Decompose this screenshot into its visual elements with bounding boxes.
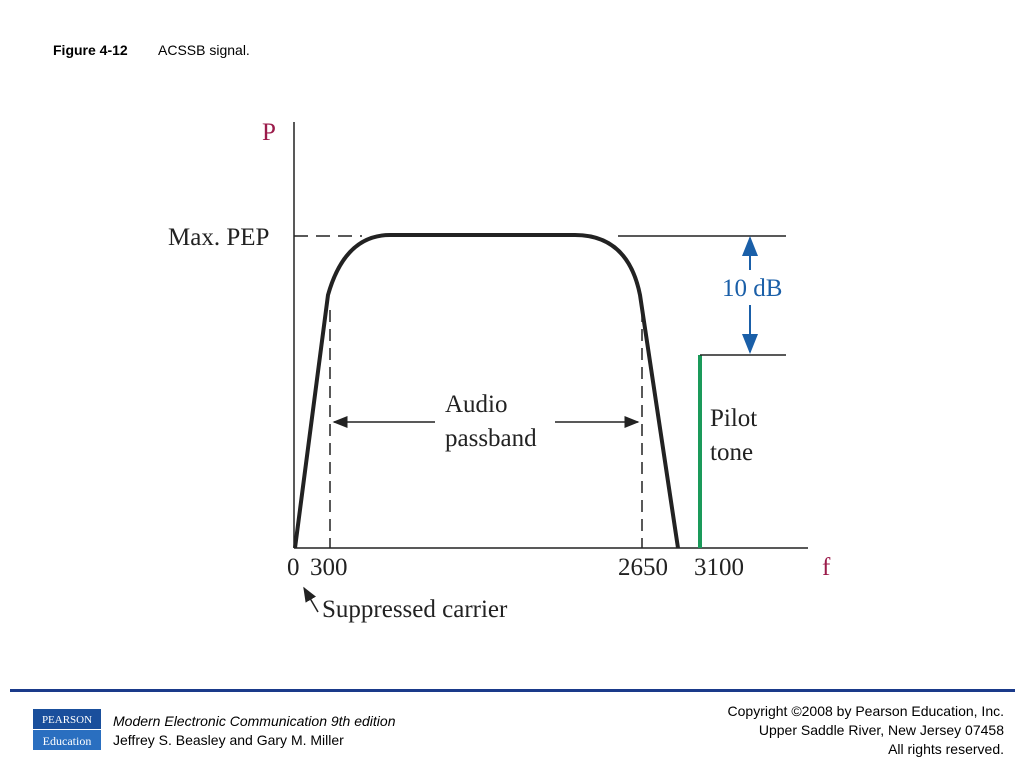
footer: PEARSON Education Modern Electronic Comm… xyxy=(10,689,1015,757)
db-label: 10 dB xyxy=(722,275,782,302)
y-axis-label: P xyxy=(262,119,276,146)
passband-label: passband xyxy=(445,425,537,452)
copyright: Copyright ©2008 by Pearson Education, In… xyxy=(728,703,1004,719)
figure-number: Figure 4-12 xyxy=(53,42,128,58)
carrier-arrow xyxy=(303,586,319,613)
pilot-label: Pilot xyxy=(710,405,757,432)
passband-curve xyxy=(293,233,680,549)
x-tick-label: 2650 xyxy=(618,554,668,581)
copyright: All rights reserved. xyxy=(888,741,1004,757)
max-pep-label: Max. PEP xyxy=(168,224,269,251)
logo-text: PEARSON xyxy=(42,714,92,726)
authors: Jeffrey S. Beasley and Gary M. Miller xyxy=(113,732,344,748)
x-tick-label: 0 xyxy=(287,554,300,581)
passband-label: Audio xyxy=(445,391,508,418)
logo-top xyxy=(33,709,101,729)
logo-text: Education xyxy=(43,734,92,748)
x-axis-label: f xyxy=(822,554,831,581)
x-tick-label: 300 xyxy=(310,554,348,581)
book-title: Modern Electronic Communication 9th edit… xyxy=(113,713,396,729)
carrier-label: Suppressed carrier xyxy=(322,596,508,623)
pilot-label: tone xyxy=(710,439,753,466)
diagram: P f Max. PEP Audio passband 10 dB Pilot … xyxy=(168,119,831,623)
figure-caption: ACSSB signal. xyxy=(158,42,250,58)
copyright: Upper Saddle River, New Jersey 07458 xyxy=(759,722,1004,738)
logo-bottom xyxy=(33,730,101,750)
footer-rule xyxy=(10,689,1015,692)
x-tick-label: 3100 xyxy=(694,554,744,581)
